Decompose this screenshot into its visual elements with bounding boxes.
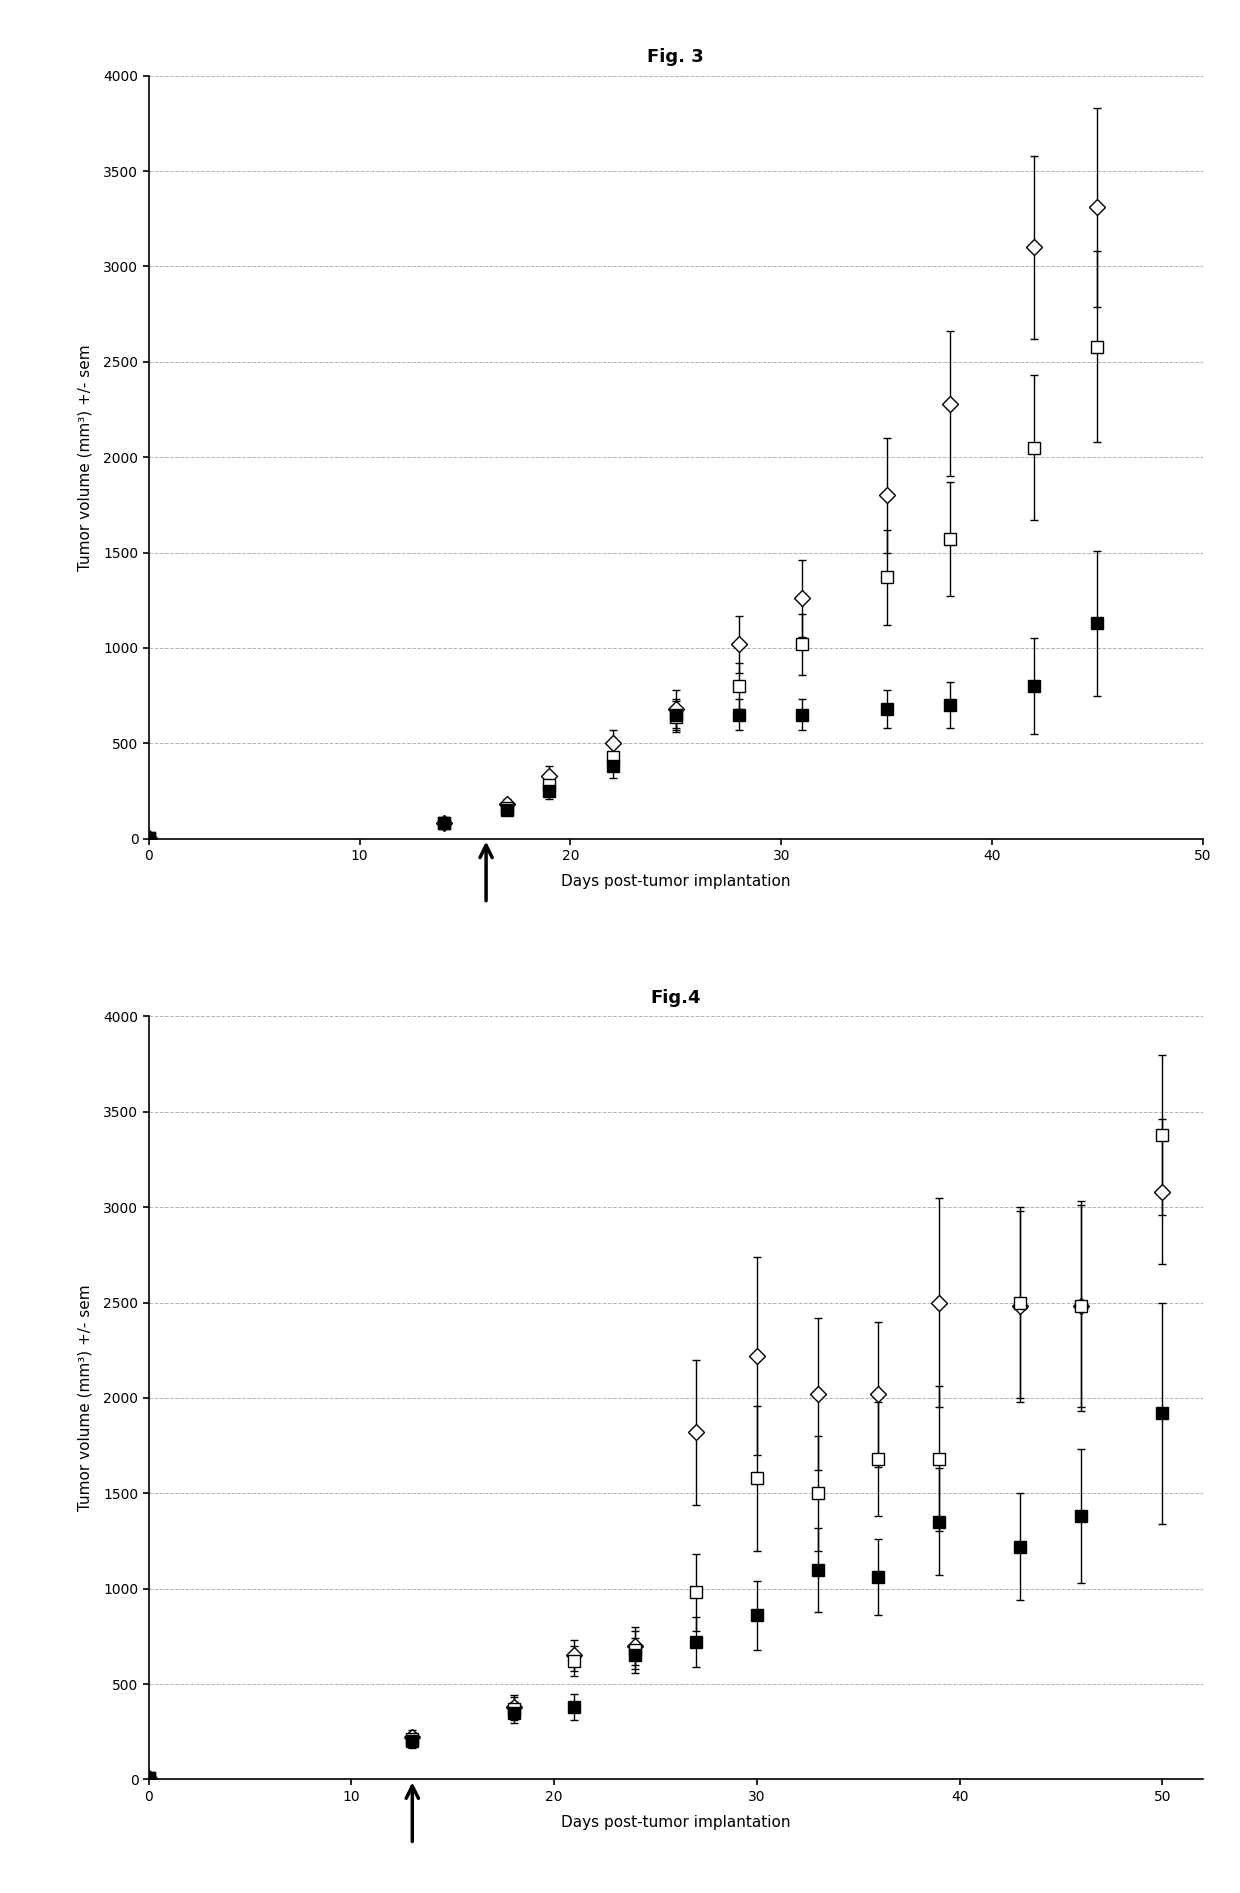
Title: Fig.4: Fig.4	[651, 988, 701, 1007]
X-axis label: Days post-tumor implantation: Days post-tumor implantation	[560, 1815, 791, 1831]
Y-axis label: Tumor volume (mm³) +/- sem: Tumor volume (mm³) +/- sem	[77, 1285, 92, 1511]
Title: Fig. 3: Fig. 3	[647, 47, 704, 66]
X-axis label: Days post-tumor implantation: Days post-tumor implantation	[560, 875, 791, 890]
Y-axis label: Tumor volume (mm³) +/- sem: Tumor volume (mm³) +/- sem	[77, 345, 92, 570]
